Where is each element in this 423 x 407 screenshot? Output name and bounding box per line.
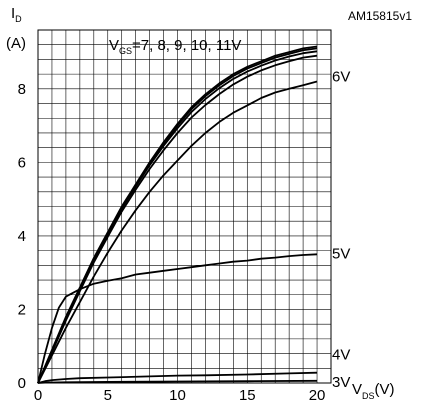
curve-label-3v: 3V bbox=[332, 374, 350, 391]
series-line-7v bbox=[37, 54, 318, 384]
y-axis-symbol: I bbox=[11, 5, 15, 22]
x-axis-unit: (V) bbox=[375, 381, 395, 398]
x-tick-label: 10 bbox=[169, 387, 186, 404]
legend-values: =7, 8, 9, 10, 11V bbox=[132, 37, 241, 54]
curve-label-4v: 4V bbox=[332, 347, 350, 364]
plot-frame bbox=[37, 29, 332, 384]
x-tick-label: 5 bbox=[104, 387, 112, 404]
y-tick-label: 6 bbox=[18, 154, 26, 171]
y-tick-label: 4 bbox=[18, 228, 26, 245]
x-axis-symbol: V bbox=[352, 381, 362, 398]
series-line-4v bbox=[37, 371, 318, 384]
curve-label-6v: 6V bbox=[332, 68, 350, 85]
tick-labels: 0 5 10 15 20 0 2 4 6 8 bbox=[18, 81, 326, 404]
y-tick-label: 2 bbox=[18, 301, 26, 318]
series-line-6v bbox=[37, 80, 318, 384]
legend-symbol: V bbox=[109, 37, 119, 54]
y-axis-label: ID bbox=[11, 5, 22, 24]
series-line-5v bbox=[37, 253, 318, 384]
y-axis-unit: (A) bbox=[6, 35, 26, 52]
y-tick-label: 0 bbox=[18, 375, 26, 392]
x-tick-label: 15 bbox=[239, 387, 256, 404]
curve-labels: 6V 5V 4V 3V bbox=[332, 68, 350, 390]
grid bbox=[38, 30, 331, 383]
y-axis-subscript: D bbox=[15, 14, 22, 24]
legend-label: VGS=7, 8, 9, 10, 11V bbox=[109, 37, 241, 56]
curve-label-5v: 5V bbox=[332, 245, 350, 262]
y-tick-label: 8 bbox=[18, 81, 26, 98]
x-axis-subscript: DS bbox=[362, 391, 375, 401]
x-tick-label: 20 bbox=[309, 387, 326, 404]
curves bbox=[37, 45, 318, 384]
x-axis-label: VDS(V) bbox=[352, 381, 395, 401]
legend-subscript: GS bbox=[119, 46, 132, 56]
figure-id: AM15815v1 bbox=[348, 9, 412, 23]
x-tick-label: 0 bbox=[34, 387, 42, 404]
